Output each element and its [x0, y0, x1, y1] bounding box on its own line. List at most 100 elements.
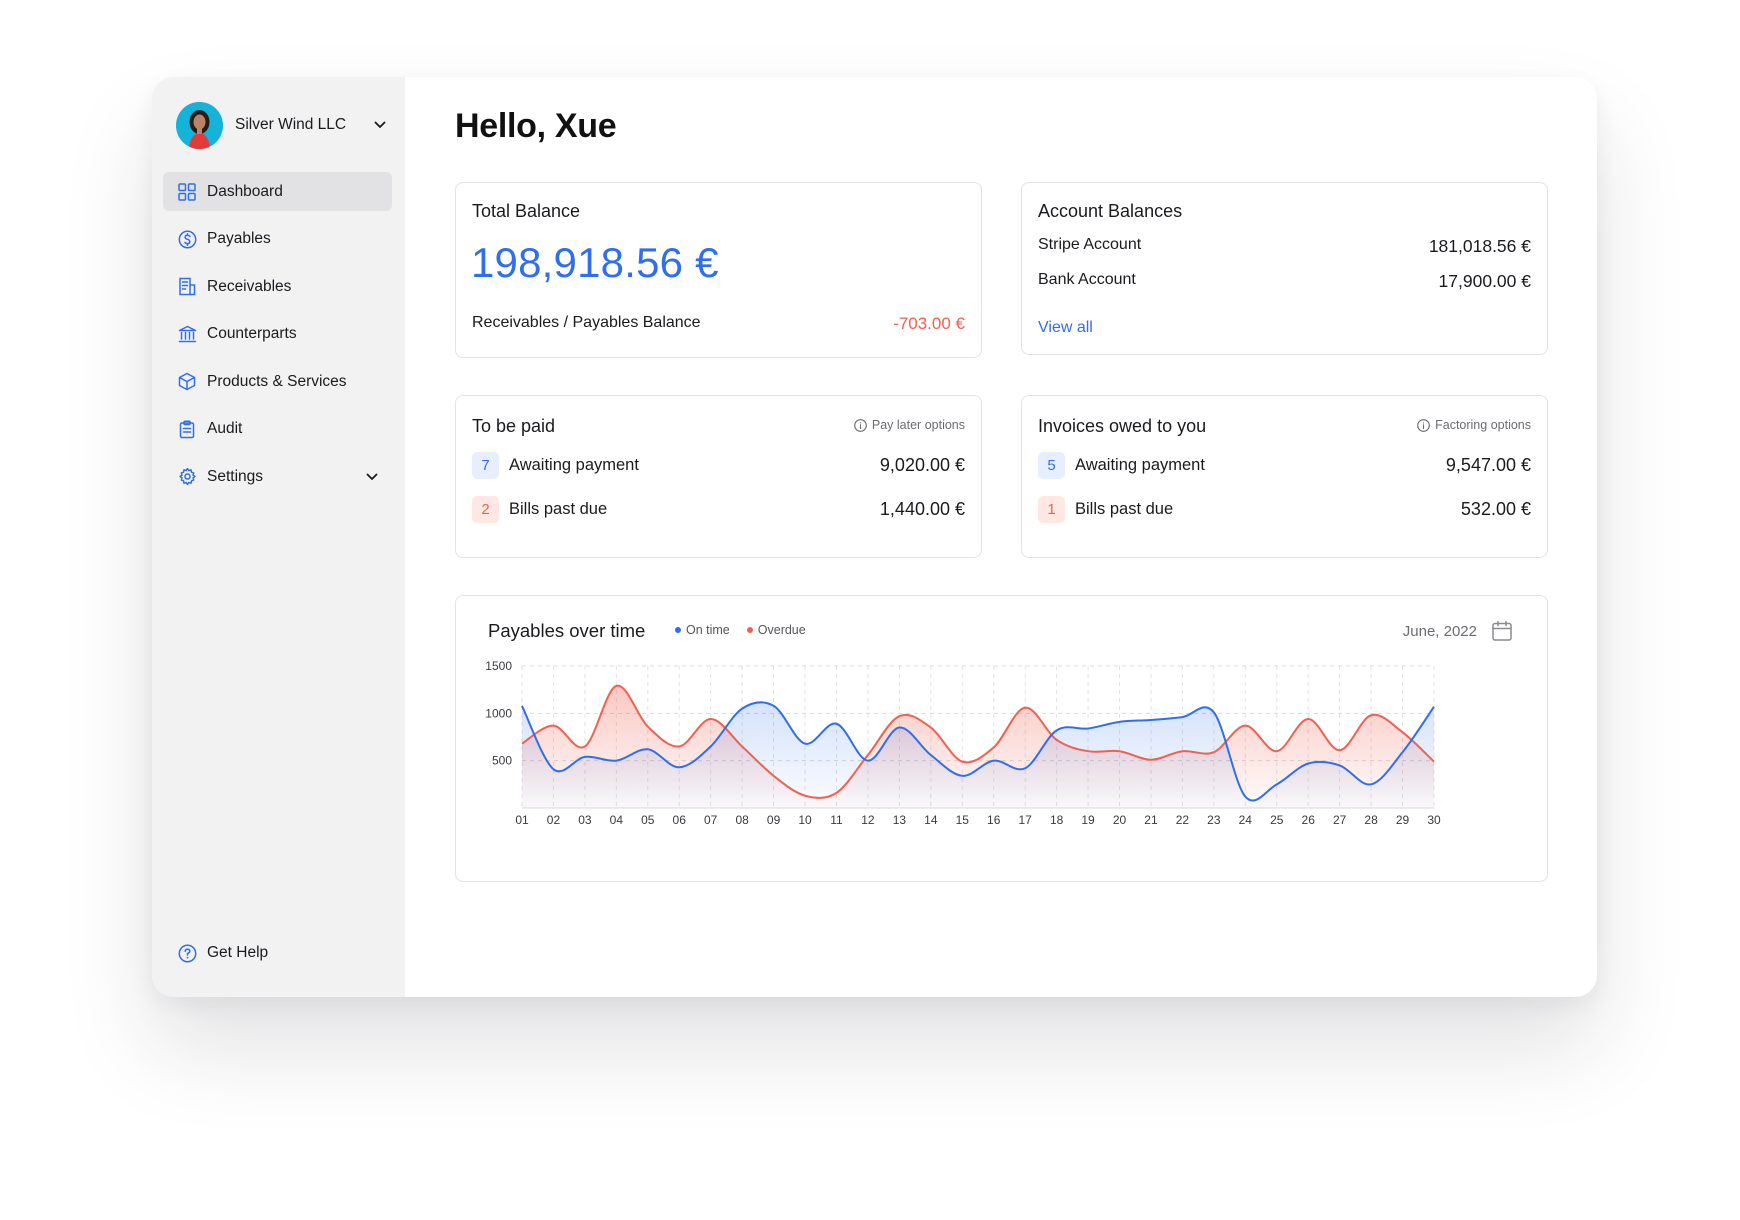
account-name: Stripe Account — [1038, 236, 1142, 253]
page-title: Hello, Xue — [455, 107, 617, 145]
info-icon — [854, 418, 867, 432]
option-label: Factoring options — [1435, 418, 1531, 432]
card-title: Account Balances — [1038, 201, 1183, 221]
sidebar-item-label: Payables — [207, 230, 271, 247]
legend-item-overdue[interactable]: Overdue — [746, 623, 806, 637]
sidebar-item-dashboard[interactable]: Dashboard — [163, 172, 392, 211]
payables-chart-card: 500 1000 1500 01 02 03 04 05 06 07 08 09 10 11 12 13 14 1… — [455, 595, 1548, 882]
x-tick-label: 14 — [924, 813, 938, 827]
x-tick-label: 08 — [735, 813, 749, 827]
stat-value: 9,020.00 € — [879, 454, 965, 475]
x-tick-label: 01 — [515, 813, 529, 827]
chevron-down-icon[interactable] — [366, 473, 378, 481]
account-value: 181,018.56 € — [1428, 236, 1531, 256]
y-tick-label: 1500 — [485, 659, 512, 673]
payables-chart: 500 1000 1500 01 02 03 04 05 06 07 08 09 10 11 12 13 14 1… — [485, 659, 1441, 827]
total-balance-card: Total Balance 198,918.56 € Receivables /… — [455, 182, 982, 358]
factoring-options-link[interactable]: Factoring options — [1417, 418, 1531, 432]
x-tick-label: 15 — [956, 813, 970, 827]
dashboard-grid-icon — [177, 182, 197, 202]
stat-row[interactable]: 2 Bills past due 1,440.00 € — [472, 495, 965, 523]
x-tick-label: 19 — [1081, 813, 1095, 827]
stat-value: 1,440.00 € — [879, 498, 965, 519]
account-row: Stripe Account 181,018.56 € — [1038, 236, 1531, 257]
x-tick-label: 06 — [673, 813, 687, 827]
stat-row[interactable]: 1 Bills past due 532.00 € — [1038, 495, 1531, 523]
info-icon — [1417, 418, 1430, 432]
rp-balance-value: -703.00 € — [893, 314, 965, 333]
get-help-link[interactable]: Get Help — [177, 943, 268, 963]
stat-value: 532.00 € — [1460, 498, 1531, 519]
stat-row[interactable]: 7 Awaiting payment 9,020.00 € — [472, 451, 965, 479]
y-tick-label: 1000 — [485, 706, 512, 720]
x-tick-label: 16 — [987, 813, 1001, 827]
view-all-link[interactable]: View all — [1038, 319, 1093, 336]
x-tick-label: 12 — [861, 813, 875, 827]
option-label: Pay later options — [871, 418, 965, 432]
sidebar-item-label: Receivables — [207, 277, 292, 295]
x-tick-label: 17 — [1018, 813, 1032, 827]
x-tick-label: 26 — [1302, 813, 1316, 827]
sidebar-item-settings[interactable]: Settings — [163, 457, 392, 496]
package-box-icon — [177, 372, 197, 392]
legend-label: Overdue — [757, 623, 806, 637]
sidebar-item-label: Settings — [207, 467, 264, 485]
sidebar: Silver Wind LLC Dashboard Payables — [152, 77, 405, 997]
x-tick-label: 18 — [1050, 813, 1064, 827]
card-title: To be paid — [472, 416, 556, 436]
stat-value: 9,547.00 € — [1445, 454, 1531, 475]
sidebar-item-receivables[interactable]: Receivables — [163, 267, 392, 306]
x-tick-label: 24 — [1239, 813, 1253, 827]
x-tick-label: 11 — [830, 813, 843, 827]
x-tick-label: 10 — [798, 813, 812, 827]
to-be-paid-card: To be paid Pay later options 7 Awaiting … — [455, 395, 982, 558]
main-content: Hello, Xue Total Balance 198,918.56 € Re… — [405, 77, 1597, 997]
y-tick-label: 500 — [492, 754, 512, 768]
sidebar-item-label: Dashboard — [207, 182, 283, 200]
invoices-owed-card: Invoices owed to you Factoring options 5… — [1021, 395, 1548, 558]
x-tick-label: 04 — [610, 813, 624, 827]
calendar-icon[interactable] — [1491, 620, 1513, 642]
x-tick-label: 03 — [578, 813, 592, 827]
card-title: Invoices owed to you — [1038, 416, 1207, 436]
stat-label: Awaiting payment — [509, 455, 639, 474]
x-tick-label: 27 — [1333, 813, 1347, 827]
x-tick-label: 28 — [1364, 813, 1378, 827]
count-badge: 7 — [472, 451, 499, 479]
sidebar-item-payables[interactable]: Payables — [163, 220, 392, 259]
x-tick-label: 09 — [767, 813, 781, 827]
sidebar-item-products-services[interactable]: Products & Services — [163, 362, 392, 401]
help-circle-icon — [177, 943, 197, 963]
stat-row[interactable]: 5 Awaiting payment 9,547.00 € — [1038, 451, 1531, 479]
org-switcher[interactable]: Silver Wind LLC — [176, 101, 391, 149]
avatar — [176, 101, 223, 149]
sidebar-item-counterparts[interactable]: Counterparts — [163, 315, 392, 354]
period-label: June, 2022 — [1402, 623, 1477, 640]
chart-legend: On time Overdue — [675, 623, 823, 637]
get-help-label: Get Help — [207, 944, 269, 961]
legend-dot — [746, 627, 753, 633]
x-tick-label: 23 — [1207, 813, 1221, 827]
account-value: 17,900.00 € — [1438, 271, 1531, 291]
x-tick-label: 22 — [1176, 813, 1190, 827]
stat-label: Bills past due — [1075, 499, 1174, 518]
pay-later-options-link[interactable]: Pay later options — [854, 418, 965, 432]
account-balances-card: Account Balances Stripe Account 181,018.… — [1021, 182, 1548, 355]
stat-label: Awaiting payment — [1075, 455, 1205, 474]
x-tick-label: 25 — [1270, 813, 1284, 827]
legend-dot — [675, 627, 681, 633]
legend-item-on-time[interactable]: On time — [675, 623, 730, 637]
app-window: Silver Wind LLC Dashboard Payables — [152, 77, 1597, 997]
sidebar-item-label: Counterparts — [207, 325, 297, 342]
clipboard-icon — [177, 419, 197, 439]
org-name: Silver Wind LLC — [235, 116, 347, 133]
x-tick-label: 02 — [547, 813, 561, 827]
sidebar-item-audit[interactable]: Audit — [163, 410, 392, 449]
series-area-on-time — [522, 702, 1434, 808]
x-tick-label: 07 — [704, 813, 718, 827]
account-row: Bank Account 17,900.00 € — [1038, 271, 1531, 292]
x-tick-label: 29 — [1396, 813, 1410, 827]
x-tick-label: 21 — [1144, 813, 1158, 827]
chevron-down-icon[interactable] — [373, 118, 387, 132]
sidebar-item-label: Audit — [207, 420, 243, 437]
